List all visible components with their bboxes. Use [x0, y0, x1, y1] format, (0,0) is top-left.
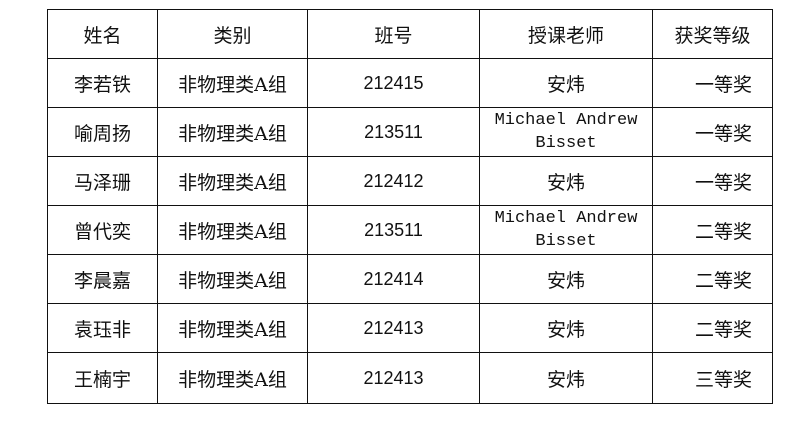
header-award: 获奖等级	[652, 9, 773, 59]
table-row: 王楠宇 非物理类A组 212413 安炜 三等奖	[47, 352, 773, 404]
teacher-cell: Michael Andrew Bisset	[479, 205, 653, 255]
table-row: 李若铁 非物理类A组 212415 安炜 一等奖	[47, 58, 773, 108]
class-no-cell: 212415	[307, 58, 480, 108]
award-cell: 一等奖	[652, 107, 773, 157]
category-cell: 非物理类A组	[157, 205, 308, 255]
award-cell: 二等奖	[652, 303, 773, 353]
header-category: 类别	[157, 9, 308, 59]
class-no-cell: 212414	[307, 254, 480, 304]
award-table: 姓名 类别 班号 授课老师 获奖等级 李若铁 非物理类A组 212415 安炜 一等奖喻…	[47, 9, 773, 404]
header-teacher: 授课老师	[479, 9, 653, 59]
category-cell: 非物理类A组	[157, 107, 308, 157]
teacher-cell: Michael Andrew Bisset	[479, 107, 653, 157]
name-cell: 袁珏非	[47, 303, 158, 353]
teacher-cell: 安炜	[479, 303, 653, 353]
name-cell: 喻周扬	[47, 107, 158, 157]
name-cell: 马泽珊	[47, 156, 158, 206]
header-name: 姓名	[47, 9, 158, 59]
name-cell: 李晨嘉	[47, 254, 158, 304]
award-cell: 二等奖	[652, 205, 773, 255]
class-no-cell: 212413	[307, 303, 480, 353]
name-cell: 曾代奕	[47, 205, 158, 255]
category-cell: 非物理类A组	[157, 58, 308, 108]
table-row: 喻周扬 非物理类A组 213511 Michael Andrew Bisset 一等奖	[47, 107, 773, 157]
category-cell: 非物理类A组	[157, 352, 308, 404]
category-cell: 非物理类A组	[157, 303, 308, 353]
table-row: 袁珏非 非物理类A组 212413 安炜 二等奖	[47, 303, 773, 353]
category-cell: 非物理类A组	[157, 254, 308, 304]
header-class-no: 班号	[307, 9, 480, 59]
class-no-cell: 212413	[307, 352, 480, 404]
table-row: 曾代奕 非物理类A组 213511 Michael Andrew Bisset 二等奖	[47, 205, 773, 255]
award-cell: 一等奖	[652, 156, 773, 206]
class-no-cell: 212412	[307, 156, 480, 206]
header-row: 姓名 类别 班号 授课老师 获奖等级	[47, 9, 773, 59]
award-cell: 二等奖	[652, 254, 773, 304]
name-cell: 王楠宇	[47, 352, 158, 404]
teacher-cell: 安炜	[479, 254, 653, 304]
category-cell: 非物理类A组	[157, 156, 308, 206]
table-row: 李晨嘉 非物理类A组 212414 安炜 二等奖	[47, 254, 773, 304]
class-no-cell: 213511	[307, 107, 480, 157]
teacher-cell: 安炜	[479, 352, 653, 404]
award-cell: 三等奖	[652, 352, 773, 404]
teacher-cell: 安炜	[479, 58, 653, 108]
class-no-cell: 213511	[307, 205, 480, 255]
teacher-cell: 安炜	[479, 156, 653, 206]
award-cell: 一等奖	[652, 58, 773, 108]
name-cell: 李若铁	[47, 58, 158, 108]
table-row: 马泽珊 非物理类A组 212412 安炜 一等奖	[47, 156, 773, 206]
